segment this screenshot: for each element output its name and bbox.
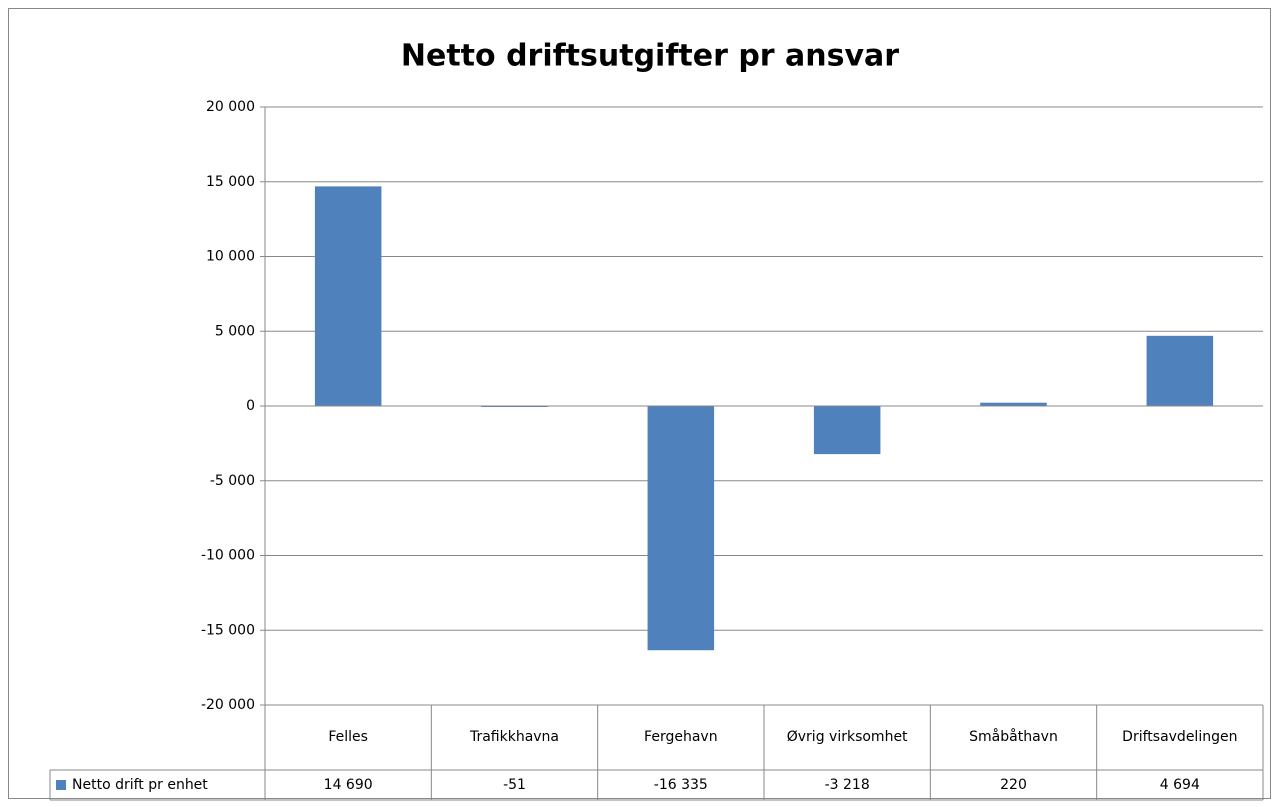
bar (980, 402, 1047, 406)
x-tick-label: Småbåthavn (969, 729, 1058, 746)
y-tick-label: 15 000 (206, 174, 255, 190)
x-tick-label: Felles (328, 729, 368, 746)
bar (314, 186, 382, 406)
x-tick-label: Øvrig virksomhet (786, 729, 908, 746)
x-tick-label-box: Trafikkhavna (469, 729, 560, 746)
bar (813, 406, 881, 455)
data-table-value: 220 (1000, 777, 1027, 793)
data-table-value: -51 (503, 777, 526, 793)
y-tick-label: 10 000 (206, 249, 255, 265)
bar (1146, 335, 1214, 406)
x-tick-label-box: Driftsavdelingen (1122, 729, 1238, 746)
x-tick-label-box: Fergehavn (644, 729, 718, 746)
legend-swatch (56, 780, 66, 790)
x-tick-label-box: Felles (328, 729, 368, 746)
y-tick-label: 5 000 (215, 323, 255, 339)
data-table-value: -3 218 (825, 777, 870, 793)
x-tick-label-box: Øvrig virksomhet (786, 729, 908, 746)
y-tick-label: -20 000 (201, 697, 255, 713)
y-tick-label: -15 000 (201, 622, 255, 638)
x-tick-label: Trafikkhavna (469, 729, 560, 746)
y-tick-label: 20 000 (206, 99, 255, 115)
x-tick-label-box: Småbåthavn (969, 729, 1058, 746)
chart-border (8, 8, 1271, 799)
y-tick-label: -10 000 (201, 548, 255, 564)
x-tick-label: Driftsavdelingen (1122, 729, 1238, 746)
x-tick-label: Fergehavn (644, 729, 718, 746)
data-table-value: 4 694 (1160, 777, 1200, 793)
bar (647, 406, 715, 651)
legend-label: Netto drift pr enhet (72, 777, 208, 793)
data-table-value: 14 690 (324, 777, 373, 793)
chart-title: Netto driftsutgifter pr ansvar (401, 39, 899, 74)
data-table-value: -16 335 (654, 777, 708, 793)
y-tick-label: -5 000 (210, 473, 255, 489)
y-tick-label: 0 (246, 398, 255, 414)
